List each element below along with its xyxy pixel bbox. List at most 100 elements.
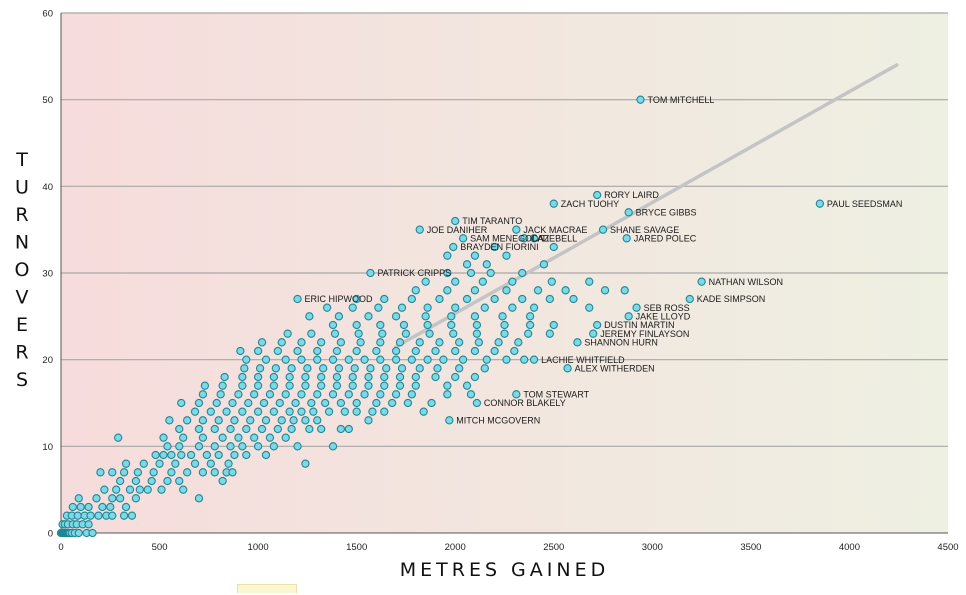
data-point — [364, 312, 373, 321]
data-point — [159, 433, 168, 442]
data-point — [482, 260, 491, 269]
data-point — [297, 407, 306, 416]
data-point — [121, 502, 131, 512]
data-point — [297, 338, 306, 347]
data-point — [380, 372, 389, 382]
data-point — [183, 416, 192, 425]
point-label: SHANNON HURN — [584, 338, 658, 348]
data-point — [443, 381, 452, 390]
data-point — [73, 511, 82, 520]
y-axis-label-letter: V — [16, 287, 29, 309]
data-point — [336, 338, 346, 347]
labeled-data-point — [592, 320, 602, 330]
data-point — [269, 372, 279, 382]
data-point — [585, 277, 594, 286]
data-point — [317, 372, 326, 382]
data-point — [332, 346, 342, 356]
data-point — [391, 390, 401, 399]
labeled-data-point — [520, 234, 529, 243]
data-point — [88, 528, 97, 538]
data-point — [190, 407, 200, 416]
data-point — [253, 442, 263, 451]
data-point — [289, 416, 298, 425]
data-point — [119, 511, 129, 520]
data-point — [255, 364, 265, 373]
x-tick-label: 3000 — [642, 542, 663, 553]
data-point — [435, 338, 444, 347]
data-point — [352, 346, 361, 356]
data-point — [320, 398, 330, 408]
data-point — [364, 416, 373, 425]
labeled-data-point — [624, 208, 633, 217]
data-point — [539, 260, 549, 269]
labeled-data-point — [293, 294, 302, 304]
data-point — [427, 398, 436, 408]
data-point — [443, 286, 452, 295]
data-point — [561, 286, 570, 295]
data-point — [305, 312, 314, 321]
data-point — [330, 329, 340, 338]
data-point — [399, 320, 409, 330]
data-point — [397, 303, 407, 312]
data-point — [620, 286, 629, 295]
data-point — [387, 398, 397, 408]
data-point — [210, 468, 219, 477]
x-tick-label: 3500 — [740, 542, 761, 553]
data-point — [490, 346, 499, 356]
data-point — [451, 277, 460, 286]
labeled-data-point — [529, 234, 539, 243]
data-point — [395, 381, 405, 390]
data-point — [407, 294, 417, 304]
data-point — [139, 459, 148, 468]
labeled-data-point — [685, 294, 694, 304]
data-point — [439, 355, 448, 364]
labeled-data-point — [632, 303, 641, 312]
data-point — [149, 468, 158, 477]
point-label: PAUL SEEDSMAN — [827, 199, 903, 209]
data-point — [376, 338, 385, 347]
data-point — [313, 355, 322, 364]
data-point — [529, 303, 539, 312]
data-point — [257, 424, 267, 434]
data-point — [433, 364, 442, 373]
data-point — [490, 242, 499, 252]
data-point — [313, 390, 322, 399]
point-label: TIM TARANTO — [462, 216, 522, 226]
labeled-data-point — [458, 234, 468, 243]
data-point — [246, 416, 255, 425]
x-tick-label: 1500 — [346, 542, 367, 553]
data-point — [275, 398, 284, 408]
data-point — [494, 338, 503, 347]
data-point — [380, 294, 389, 304]
data-point — [344, 355, 353, 364]
data-point — [220, 372, 229, 382]
x-tick-label: 4000 — [839, 542, 860, 553]
data-point — [198, 468, 208, 477]
labeled-data-point — [472, 398, 482, 408]
data-point — [121, 459, 131, 468]
data-point — [297, 390, 306, 399]
data-point — [135, 485, 144, 494]
data-point — [179, 433, 188, 442]
data-point — [281, 355, 290, 364]
data-point — [242, 424, 251, 434]
data-point — [119, 468, 129, 477]
data-point — [411, 346, 420, 356]
data-point — [411, 381, 420, 390]
data-point — [524, 329, 533, 338]
data-point — [287, 364, 296, 373]
data-point — [305, 424, 314, 434]
data-point — [271, 364, 281, 373]
data-point — [96, 468, 105, 477]
data-point — [480, 364, 489, 373]
data-point — [391, 346, 401, 356]
data-point — [407, 390, 417, 399]
data-point — [301, 459, 310, 468]
labeled-data-point — [445, 416, 454, 425]
data-point — [163, 476, 172, 486]
data-point — [395, 372, 405, 382]
data-point — [228, 468, 237, 477]
data-point — [500, 329, 509, 338]
data-point — [431, 346, 440, 356]
